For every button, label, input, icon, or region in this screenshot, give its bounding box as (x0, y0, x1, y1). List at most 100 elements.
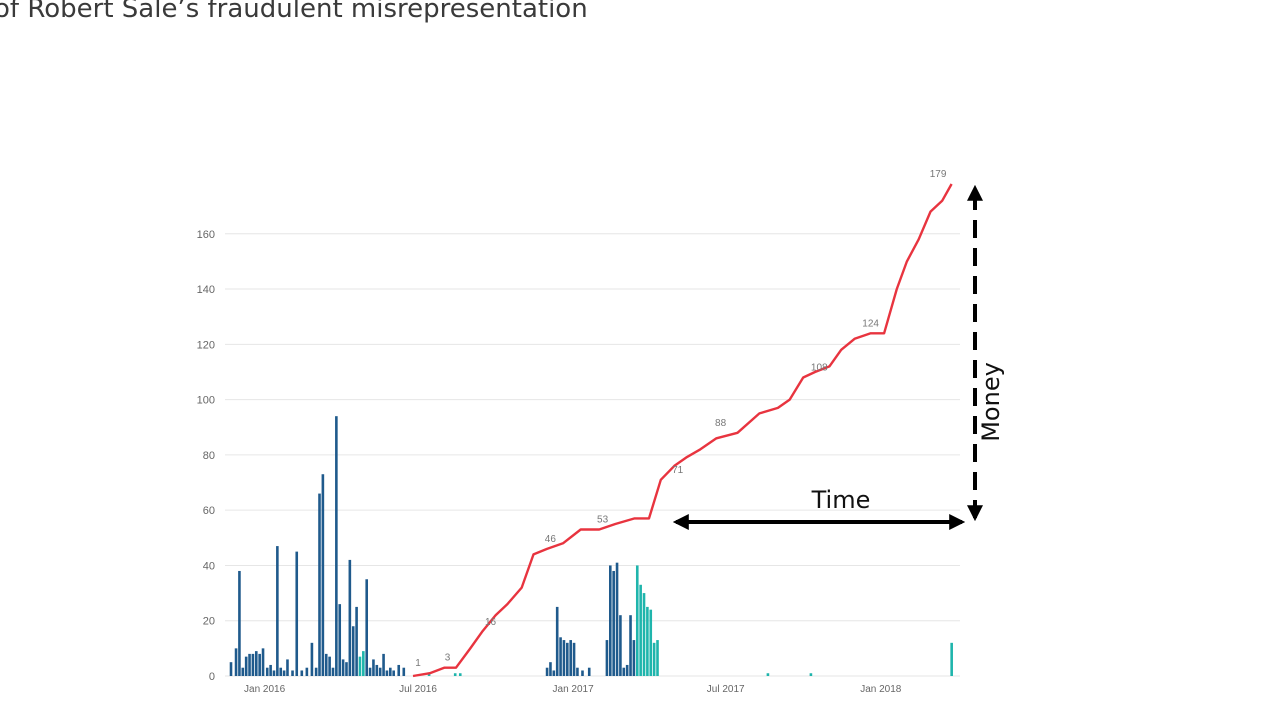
bar (338, 604, 342, 676)
bar (427, 673, 431, 676)
bar (569, 640, 572, 676)
bar (295, 551, 299, 676)
data-label: 88 (715, 418, 727, 429)
bar (286, 659, 289, 676)
bar (402, 667, 406, 676)
y-tick-label: 140 (197, 284, 215, 296)
y-tick-label: 120 (197, 339, 215, 351)
data-label: 71 (672, 465, 684, 476)
bar (365, 579, 369, 676)
bar (276, 546, 279, 676)
y-tick-label: 160 (197, 229, 215, 241)
bar (635, 565, 639, 676)
y-tick-label: 0 (209, 671, 215, 683)
data-label: 108 (811, 362, 828, 373)
bar (272, 670, 276, 676)
bar (646, 606, 649, 676)
x-axis: Jan 2016 Jul 2016 Jan 2017 Jul 2017 Jan 2018 (244, 684, 902, 695)
bar (950, 642, 953, 676)
y-axis: 0 20 40 60 80 100 120 140 160 (197, 229, 215, 683)
data-label: 3 (445, 653, 451, 664)
bar (622, 667, 626, 676)
data-label: 16 (485, 617, 497, 628)
bar (559, 637, 562, 676)
bar (248, 653, 251, 676)
bar (314, 667, 318, 676)
x-tick-label: Jul 2017 (707, 684, 745, 695)
bar (382, 653, 385, 676)
bar (652, 642, 656, 676)
bar (587, 667, 591, 676)
bar (392, 670, 395, 676)
bar (809, 673, 813, 676)
bar (453, 673, 457, 676)
x-tick-label: Jan 2017 (553, 684, 595, 695)
bar (649, 609, 653, 676)
money-label: Money (977, 362, 1005, 442)
bar (362, 651, 365, 676)
bar (566, 642, 569, 676)
bar (555, 606, 559, 676)
x-tick-label: Jan 2018 (860, 684, 902, 695)
bar (238, 570, 241, 676)
bar (331, 667, 335, 676)
bar (324, 653, 328, 676)
bar (375, 664, 379, 676)
bar (639, 584, 642, 676)
cumulative-line (412, 183, 953, 678)
bar (234, 648, 238, 676)
time-label: Time (811, 486, 871, 514)
bar (378, 667, 382, 676)
bar (300, 670, 304, 676)
data-label: 179 (930, 169, 947, 180)
bar (458, 673, 462, 676)
bar (625, 664, 629, 676)
bar (279, 667, 283, 676)
bar (576, 667, 579, 676)
y-tick-label: 20 (203, 616, 215, 628)
bar (305, 667, 309, 676)
slide-title: of Robert Sale’s fraudulent misrepresent… (0, 0, 588, 24)
bar (632, 640, 636, 676)
bar (549, 662, 552, 676)
bar (241, 667, 245, 676)
y-tick-label: 40 (203, 560, 215, 572)
cumulative-series-line (412, 183, 953, 678)
bar (321, 474, 325, 676)
bar (265, 667, 269, 676)
bar (335, 416, 338, 676)
bar (372, 659, 375, 676)
bar (389, 667, 392, 676)
bar (258, 653, 261, 676)
y-tick-label: 80 (203, 450, 215, 462)
bar (251, 653, 255, 676)
bar (572, 642, 576, 676)
bar (355, 606, 358, 676)
bar (545, 667, 549, 676)
bar (351, 626, 355, 676)
data-label: 124 (862, 318, 879, 329)
bar (368, 667, 372, 676)
data-label: 46 (545, 534, 557, 545)
y-tick-label: 60 (203, 505, 215, 517)
bar (269, 664, 272, 676)
x-tick-label: Jan 2016 (244, 684, 286, 695)
bar (254, 651, 258, 676)
bar (562, 640, 566, 676)
bar (619, 615, 622, 676)
bar (282, 670, 286, 676)
bar (318, 493, 321, 676)
bar (612, 570, 615, 676)
bar (345, 662, 348, 676)
annotations: Time Money (672, 184, 1005, 530)
bar (766, 673, 770, 676)
bar (328, 656, 331, 676)
bar (358, 656, 362, 676)
x-tick-label: Jul 2016 (399, 684, 437, 695)
bar (229, 662, 233, 676)
bar (244, 656, 248, 676)
bars (229, 416, 953, 676)
data-label: 1 (415, 658, 421, 669)
bar (397, 664, 401, 676)
